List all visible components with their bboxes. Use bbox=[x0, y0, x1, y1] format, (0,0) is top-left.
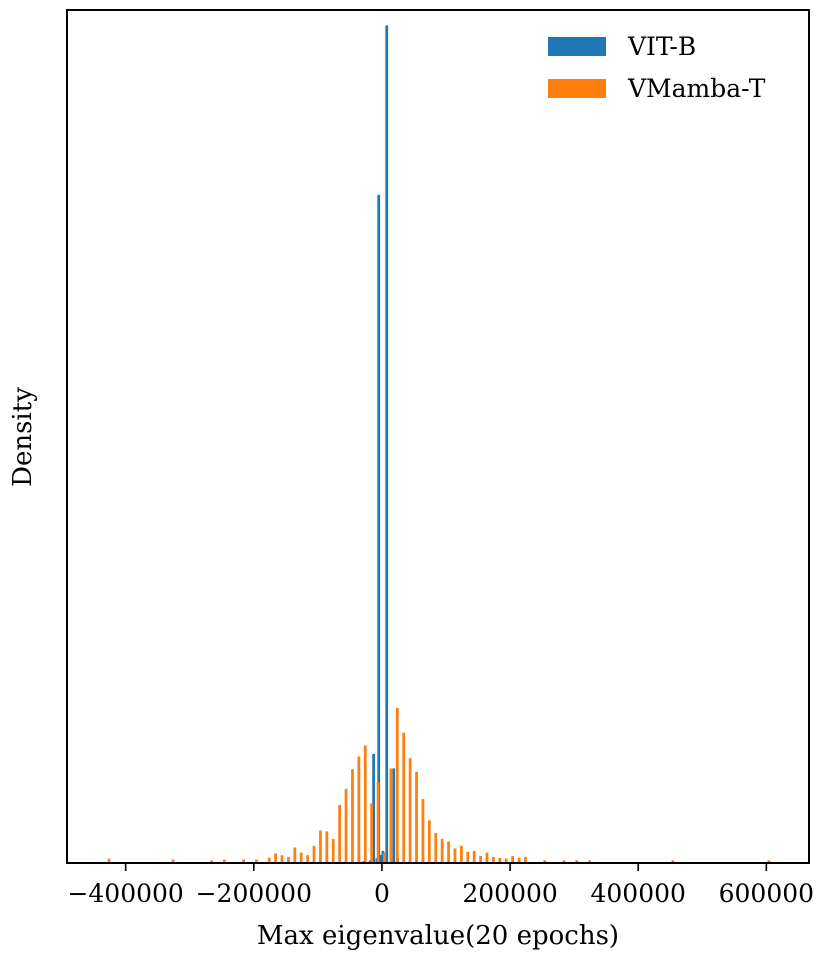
bar-1-39 bbox=[479, 856, 482, 862]
bar-1-37 bbox=[466, 851, 470, 862]
x-tick-label: −200000 bbox=[196, 879, 312, 908]
bar-1-15 bbox=[325, 831, 329, 862]
plot-frame bbox=[66, 9, 810, 864]
bar-1-0 bbox=[107, 858, 111, 862]
bar-1-26 bbox=[395, 707, 399, 862]
bar-0-6 bbox=[377, 194, 381, 862]
bar-1-13 bbox=[312, 845, 316, 862]
bar-1-7 bbox=[274, 853, 277, 862]
bar-1-27 bbox=[402, 732, 406, 862]
bar-1-28 bbox=[408, 758, 412, 862]
y-axis-label: Density bbox=[8, 387, 38, 487]
legend-swatch-vit-b bbox=[548, 37, 606, 56]
bar-1-33 bbox=[440, 839, 444, 862]
bar-1-2 bbox=[210, 860, 213, 862]
bar-0-5 bbox=[372, 753, 375, 862]
x-tick-label: 200000 bbox=[462, 879, 557, 908]
bar-1-1 bbox=[171, 859, 175, 862]
bar-1-30 bbox=[421, 799, 425, 862]
bar-0-7 bbox=[385, 25, 389, 863]
bar-1-3 bbox=[222, 859, 226, 862]
bar-1-31 bbox=[427, 820, 431, 862]
bar-0-8 bbox=[392, 768, 396, 862]
bars-layer bbox=[107, 25, 771, 863]
bar-1-12 bbox=[306, 855, 309, 862]
bar-1-52 bbox=[767, 860, 771, 862]
bar-1-19 bbox=[351, 769, 354, 862]
x-tick-label: 400000 bbox=[591, 879, 686, 908]
bar-1-42 bbox=[498, 857, 502, 862]
bar-1-40 bbox=[485, 852, 489, 862]
bar-1-21 bbox=[363, 745, 367, 862]
bar-1-38 bbox=[472, 850, 476, 862]
bar-1-22 bbox=[370, 803, 374, 862]
bar-1-43 bbox=[504, 858, 508, 862]
bar-1-46 bbox=[524, 856, 527, 862]
bar-1-44 bbox=[511, 856, 515, 862]
x-axis-ticks: −400000 −200000 0 200000 400000 600000 bbox=[67, 863, 814, 908]
bar-1-48 bbox=[562, 860, 566, 862]
bar-1-34 bbox=[447, 841, 450, 862]
bar-1-10 bbox=[293, 847, 297, 862]
bar-1-14 bbox=[319, 830, 322, 862]
bar-1-17 bbox=[338, 804, 342, 862]
x-axis-label: Max eigenvalue(20 epochs) bbox=[257, 921, 619, 951]
bar-1-45 bbox=[517, 857, 521, 862]
bar-1-32 bbox=[434, 833, 438, 862]
x-tick-label: −400000 bbox=[67, 879, 183, 908]
bar-1-47 bbox=[543, 860, 547, 862]
legend-label-vit-b: VIT-B bbox=[627, 32, 696, 61]
bar-1-29 bbox=[415, 771, 418, 862]
bar-1-11 bbox=[299, 852, 303, 862]
bar-1-23 bbox=[376, 782, 380, 862]
legend-label-vmamba-t: VMamba-T bbox=[627, 74, 766, 103]
bar-0-4 bbox=[381, 850, 385, 862]
bar-1-5 bbox=[254, 859, 258, 862]
bar-1-24 bbox=[383, 852, 386, 862]
bar-1-35 bbox=[453, 848, 457, 862]
bar-0-3 bbox=[379, 854, 383, 862]
bar-1-49 bbox=[575, 860, 579, 862]
legend-swatch-vmamba-t bbox=[548, 79, 606, 98]
bar-1-18 bbox=[344, 788, 348, 862]
x-tick-label: 600000 bbox=[719, 879, 814, 908]
x-tick-label: 0 bbox=[374, 879, 390, 908]
bar-1-41 bbox=[492, 856, 495, 862]
bar-1-4 bbox=[242, 859, 245, 862]
bar-1-20 bbox=[357, 756, 361, 862]
bar-1-36 bbox=[460, 845, 463, 862]
bar-1-51 bbox=[671, 860, 675, 862]
series-1 bbox=[107, 707, 771, 862]
bar-1-9 bbox=[287, 856, 290, 862]
bar-1-16 bbox=[331, 839, 335, 862]
bar-1-25 bbox=[389, 768, 393, 862]
bar-1-6 bbox=[267, 857, 271, 862]
legend: VIT-B VMamba-T bbox=[548, 32, 766, 103]
bar-1-50 bbox=[588, 860, 591, 862]
bar-1-8 bbox=[280, 855, 284, 862]
